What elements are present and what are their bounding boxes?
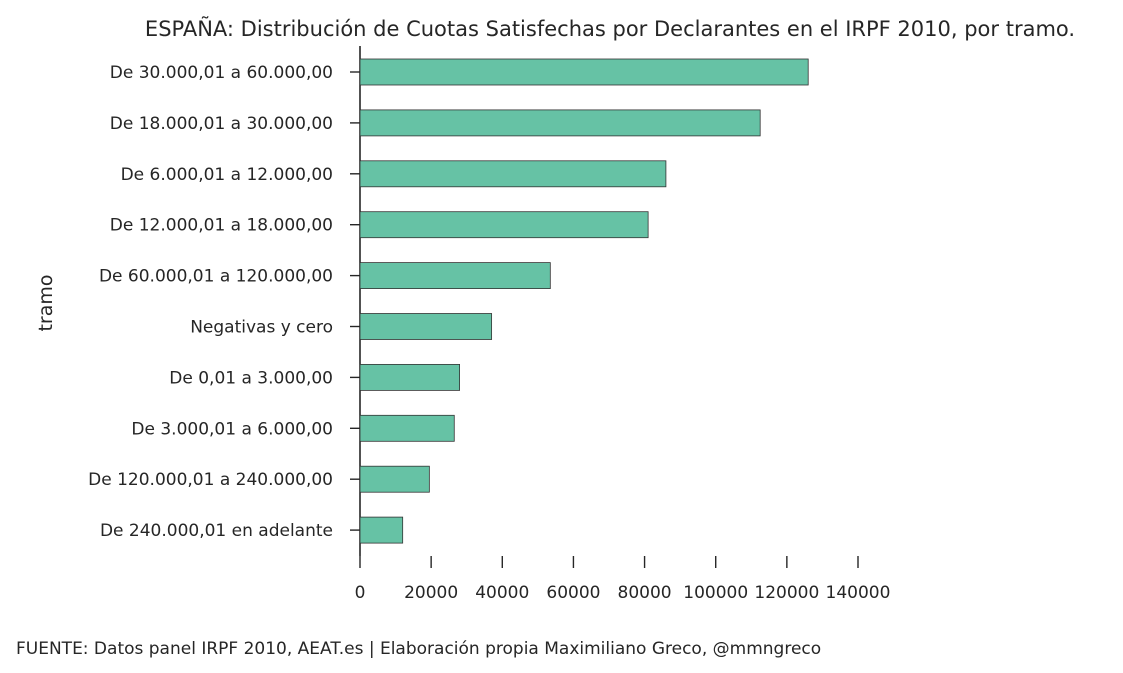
y-tick-label: De 60.000,01 a 120.000,00 bbox=[99, 267, 333, 287]
y-tick-label: De 6.000,01 a 12.000,00 bbox=[121, 165, 333, 185]
y-tick-label: De 120.000,01 a 240.000,00 bbox=[88, 470, 333, 490]
y-tick-label: De 18.000,01 a 30.000,00 bbox=[110, 114, 333, 134]
source-footer: FUENTE: Datos panel IRPF 2010, AEAT.es |… bbox=[16, 639, 821, 659]
x-tick-label: 60000 bbox=[546, 583, 600, 603]
bar bbox=[359, 262, 551, 290]
y-tick-label: De 240.000,01 en adelante bbox=[100, 521, 333, 541]
bar bbox=[359, 109, 761, 137]
chart-title: ESPAÑA: Distribución de Cuotas Satisfech… bbox=[145, 15, 1075, 41]
y-tick-label: De 12.000,01 a 18.000,00 bbox=[110, 216, 333, 236]
bar bbox=[359, 211, 649, 239]
bar bbox=[359, 58, 809, 86]
y-tick-label: De 30.000,01 a 60.000,00 bbox=[110, 63, 333, 83]
bar bbox=[359, 160, 667, 188]
bar bbox=[359, 465, 430, 493]
plot-area: De 30.000,01 a 60.000,00 De 18.000,01 a 3… bbox=[88, 46, 890, 603]
x-tick-label: 140000 bbox=[826, 583, 891, 603]
y-tick-label: De 3.000,01 a 6.000,00 bbox=[131, 419, 333, 439]
x-tick-label: 100000 bbox=[683, 583, 748, 603]
y-tick-label: Negativas y cero bbox=[190, 318, 333, 338]
y-axis-label: tramo bbox=[35, 274, 57, 331]
y-tick-label: De 0,01 a 3.000,00 bbox=[169, 368, 333, 388]
x-tick-label: 80000 bbox=[618, 583, 672, 603]
bar bbox=[359, 363, 460, 391]
x-tick-label: 0 bbox=[355, 583, 366, 603]
bar bbox=[359, 516, 404, 544]
x-tick-label: 20000 bbox=[404, 583, 458, 603]
x-tick-label: 120000 bbox=[754, 583, 819, 603]
x-tick-label: 40000 bbox=[475, 583, 529, 603]
bar bbox=[359, 313, 493, 340]
bar bbox=[359, 414, 455, 442]
